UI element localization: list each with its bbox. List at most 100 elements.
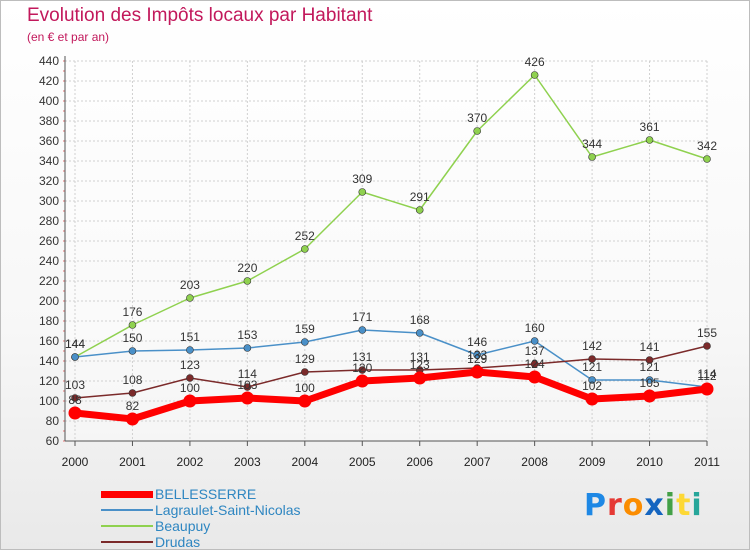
x-tick-label: 2009: [579, 455, 606, 469]
data-label: 108: [122, 373, 142, 387]
legend-swatch-beaupuy: [101, 525, 153, 527]
data-point: [125, 412, 139, 426]
data-point: [358, 188, 367, 196]
data-point: [301, 368, 309, 376]
y-tick-label: 140: [39, 354, 59, 368]
y-minor-tick: [63, 270, 65, 272]
y-minor-tick: [63, 230, 65, 232]
data-point: [703, 155, 711, 163]
data-label: 361: [640, 120, 660, 134]
data-label: 121: [582, 360, 602, 374]
data-label: 100: [180, 381, 200, 395]
data-label: 120: [352, 361, 372, 375]
y-tick-label: 220: [39, 274, 59, 288]
data-label: 426: [525, 55, 545, 69]
legend-label-drudas: Drudas: [155, 534, 201, 550]
data-point: [700, 382, 714, 396]
y-minor-tick: [63, 430, 65, 432]
proxiti-logo: Proxiti: [584, 488, 703, 523]
y-tick-label: 320: [39, 174, 59, 188]
series-line-1: [74, 329, 708, 388]
data-label: 105: [640, 376, 660, 390]
y-minor-tick: [63, 110, 65, 112]
data-point: [415, 329, 424, 337]
data-point: [358, 366, 367, 374]
y-tick-label: 100: [39, 394, 59, 408]
data-point: [186, 374, 194, 382]
y-minor-tick: [63, 370, 65, 372]
data-label: 344: [582, 137, 602, 151]
data-point: [243, 344, 252, 352]
data-point: [645, 376, 654, 384]
y-minor-tick: [63, 390, 65, 392]
data-label: 176: [122, 305, 142, 319]
data-label: 88: [68, 393, 82, 407]
data-point: [585, 392, 599, 406]
data-point: [71, 353, 79, 361]
y-minor-tick: [63, 150, 65, 152]
data-label: 168: [410, 313, 430, 327]
data-point: [588, 153, 596, 161]
data-label: 124: [525, 357, 545, 371]
y-minor-tick: [63, 140, 65, 142]
y-minor-tick: [63, 330, 65, 332]
series-line-0: [74, 368, 708, 423]
legend-item-beaupuy: Beaupuy: [101, 518, 301, 534]
y-minor-tick: [63, 340, 65, 342]
data-point: [243, 277, 252, 285]
legend-label-beaupuy: Beaupuy: [155, 518, 211, 534]
y-minor-tick: [63, 410, 65, 412]
y-minor-tick: [63, 240, 65, 242]
data-label: 123: [180, 358, 200, 372]
legend-swatch-drudas: [101, 541, 153, 543]
data-point: [530, 360, 539, 368]
logo-letter: P: [584, 488, 607, 523]
data-label: 146: [467, 335, 487, 349]
data-label: 220: [237, 261, 257, 275]
chart-subtitle: (en € et par an): [27, 30, 110, 44]
data-point: [128, 347, 137, 355]
x-tick-label: 2002: [177, 455, 204, 469]
data-point: [298, 394, 312, 408]
data-label: 159: [295, 322, 315, 336]
data-point: [128, 389, 137, 397]
y-tick-label: 200: [39, 294, 59, 308]
data-point: [473, 351, 481, 359]
data-label: 114: [238, 367, 257, 381]
legend-item-lagraulet: Lagraulet-Saint-Nicolas: [101, 502, 301, 518]
y-tick-label: 440: [39, 54, 59, 68]
data-point: [128, 321, 137, 329]
y-tick-label: 60: [46, 434, 60, 448]
data-label: 137: [525, 344, 545, 358]
data-label: 144: [65, 337, 85, 351]
y-minor-tick: [63, 120, 65, 122]
y-minor-tick: [63, 60, 65, 62]
chart-legend: BELLESSERRE Lagraulet-Saint-Nicolas Beau…: [101, 486, 301, 550]
y-minor-tick: [63, 310, 65, 312]
data-label: 155: [697, 326, 717, 340]
data-label: 102: [582, 379, 602, 393]
y-tick-label: 160: [39, 334, 59, 348]
data-point: [301, 338, 309, 346]
logo-letter: t: [676, 488, 692, 523]
y-tick-label: 80: [46, 414, 60, 428]
data-point: [528, 370, 542, 384]
x-tick-label: 2003: [234, 455, 261, 469]
y-minor-tick: [63, 180, 65, 182]
x-tick-label: 2008: [521, 455, 548, 469]
y-minor-tick: [63, 160, 65, 162]
data-label: 144: [65, 337, 85, 351]
y-tick-label: 360: [39, 134, 59, 148]
x-tick-label: 2004: [291, 455, 318, 469]
y-tick-label: 400: [39, 94, 59, 108]
data-point: [186, 294, 194, 302]
data-label: 153: [237, 328, 257, 342]
logo-letter: i: [664, 488, 677, 523]
x-tick-label: 2007: [464, 455, 491, 469]
x-tick-label: 2000: [62, 455, 89, 469]
data-label: 100: [295, 381, 315, 395]
plot-area: [65, 61, 707, 441]
y-tick-label: 240: [39, 254, 59, 268]
y-tick-label: 340: [39, 154, 59, 168]
data-label: 131: [352, 350, 372, 364]
